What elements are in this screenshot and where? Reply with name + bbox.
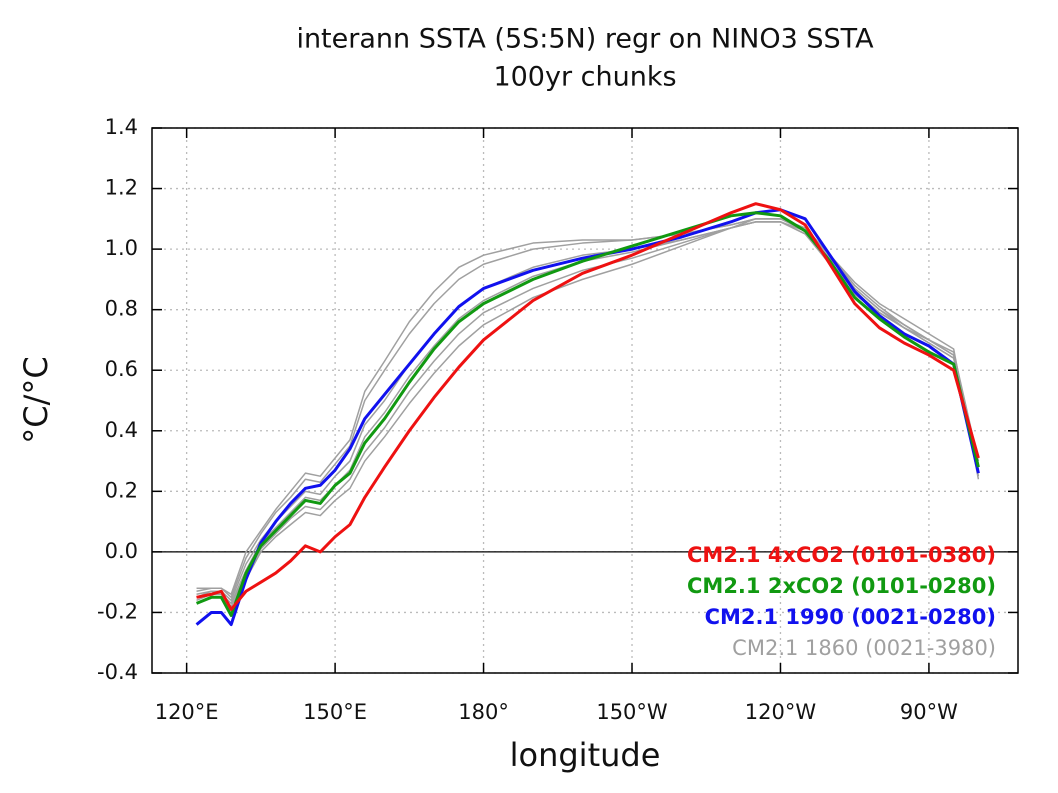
data-line: [195, 211, 980, 617]
legend-entry: CM2.1 1990 (0021-0280): [705, 605, 996, 629]
data-line: [196, 218, 980, 596]
y-tick-label: 1.2: [105, 176, 138, 200]
y-tick-label: 0.0: [105, 539, 138, 563]
chart-subtitle: 100yr chunks: [493, 62, 676, 93]
data-line: [196, 202, 980, 611]
y-tick-label: 0.8: [105, 297, 138, 321]
y-tick-label: -0.2: [97, 599, 138, 623]
y-tick-label: 1.0: [105, 236, 138, 260]
y-tick-label: -0.4: [97, 660, 138, 684]
y-axis-label: °C/°C: [17, 356, 55, 443]
y-tick-label: 0.2: [105, 478, 138, 502]
data-line: [195, 208, 980, 627]
chart-title: interann SSTA (5S:5N) regr on NINO3 SSTA: [296, 24, 874, 55]
y-tick-label: 0.6: [105, 357, 138, 381]
x-tick-label: 120°E: [155, 700, 219, 724]
legend-entry: CM2.1 1860 (0021-3980): [732, 636, 996, 660]
y-tick-label: 0.4: [105, 418, 138, 442]
x-axis-label: longitude: [510, 736, 661, 774]
legend-entry: CM2.1 2xCO2 (0101-0280): [687, 574, 996, 598]
y-tick-label: 1.4: [105, 115, 138, 139]
x-tick-label: 150°W: [596, 700, 668, 724]
x-tick-label: 150°E: [303, 700, 367, 724]
x-tick-label: 120°W: [745, 700, 817, 724]
data-line: [196, 218, 980, 599]
plot-frame: [151, 127, 1019, 674]
x-tick-label: 180°: [458, 700, 509, 724]
legend-entry: CM2.1 4xCO2 (0101-0380): [687, 543, 996, 567]
x-tick-label: 90°W: [900, 700, 958, 724]
